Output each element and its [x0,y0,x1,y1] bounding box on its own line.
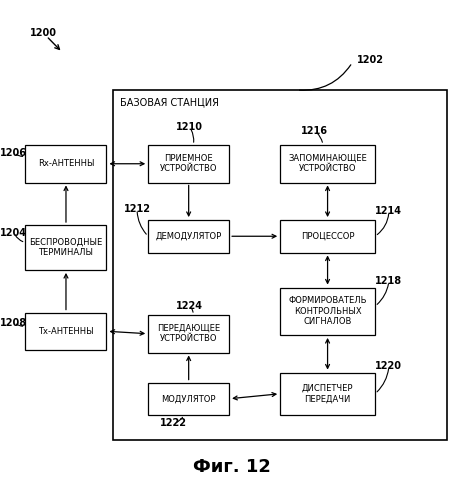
Text: 1208: 1208 [0,318,27,328]
Bar [148,145,229,182]
Text: 1222: 1222 [160,418,187,428]
Text: 1224: 1224 [176,301,203,311]
Text: 1212: 1212 [124,204,150,214]
Text: БАЗОВАЯ СТАНЦИЯ: БАЗОВАЯ СТАНЦИЯ [120,98,219,108]
Bar [148,315,229,352]
Text: 1200: 1200 [30,28,57,38]
Text: 1204: 1204 [0,228,27,237]
Bar [280,220,375,252]
Bar [280,288,375,335]
Text: 1214: 1214 [375,206,402,216]
Text: 1220: 1220 [375,361,402,371]
Text: 1218: 1218 [375,276,402,286]
Bar [113,90,447,440]
Text: ПРИЕМНОЕ
УСТРОЙСТВО: ПРИЕМНОЕ УСТРОЙСТВО [160,154,218,174]
Text: ФОРМИРОВАТЕЛЬ
КОНТРОЛЬНЫХ
СИГНАЛОВ: ФОРМИРОВАТЕЛЬ КОНТРОЛЬНЫХ СИГНАЛОВ [288,296,367,326]
Text: ПРОЦЕССОР: ПРОЦЕССОР [301,232,354,241]
Text: 1216: 1216 [301,126,328,136]
Bar [25,145,106,182]
Bar [280,372,375,415]
Bar [148,382,229,415]
Text: Фиг. 12: Фиг. 12 [193,458,270,476]
Text: Rx-АНТЕННЫ: Rx-АНТЕННЫ [38,159,94,168]
Text: ЗАПОМИНАЮЩЕЕ
УСТРОЙСТВО: ЗАПОМИНАЮЩЕЕ УСТРОЙСТВО [288,154,367,174]
Text: ДИСПЕТЧЕР
ПЕРЕДАЧИ: ДИСПЕТЧЕР ПЕРЕДАЧИ [302,384,353,404]
Text: Тх-АНТЕННЫ: Тх-АНТЕННЫ [38,327,94,336]
Text: 1206: 1206 [0,148,27,158]
Bar [25,225,106,270]
Bar [148,220,229,252]
Text: МОДУЛЯТОР: МОДУЛЯТОР [162,394,216,403]
Text: ДЕМОДУЛЯТОР: ДЕМОДУЛЯТОР [156,232,222,241]
Bar [25,312,106,350]
Text: 1210: 1210 [176,122,203,132]
Text: ПЕРЕДАЮЩЕЕ
УСТРОЙСТВО: ПЕРЕДАЮЩЕЕ УСТРОЙСТВО [157,324,220,344]
Bar [280,145,375,182]
Text: 1202: 1202 [357,55,384,65]
Text: БЕСПРОВОДНЫЕ
ТЕРМИНАЛЫ: БЕСПРОВОДНЫЕ ТЕРМИНАЛЫ [29,238,103,257]
